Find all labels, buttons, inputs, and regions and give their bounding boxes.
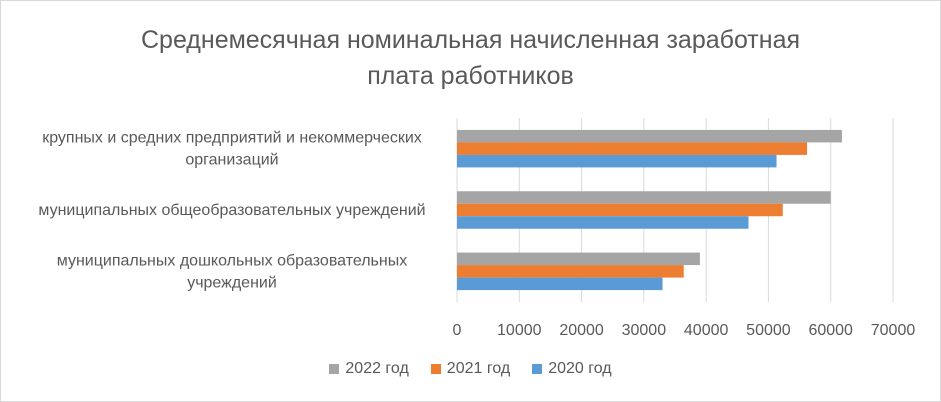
legend-label-0: 2022 год xyxy=(345,360,409,377)
bar-0-2 xyxy=(457,154,777,168)
chart-title-line-1: Среднемесячная номинальная начисленная з… xyxy=(140,26,801,54)
bar-2-1 xyxy=(457,265,684,278)
x-tick-label-7: 70000 xyxy=(871,322,916,339)
legend-item-1: 2021 год xyxy=(430,360,511,378)
chart-title: Среднемесячная номинальная начисленная з… xyxy=(0,22,941,94)
bar-0-1 xyxy=(457,142,808,155)
chart-legend: 2022 год 2021 год 2020 год xyxy=(0,360,941,378)
category-label-1-0: муниципальных общеобразовательных учрежд… xyxy=(38,202,425,219)
x-tick-label-4: 40000 xyxy=(684,322,729,339)
bar-1-0 xyxy=(457,191,831,204)
x-tick-label-5: 50000 xyxy=(746,322,791,339)
category-label-0-0: крупных и средних предприятий и некоммер… xyxy=(42,130,422,147)
bar-1-1 xyxy=(457,203,783,217)
legend-swatch-2 xyxy=(532,364,543,374)
x-tick-label-0: 0 xyxy=(453,322,462,339)
bar-1-2 xyxy=(457,216,749,229)
x-tick-label-1: 10000 xyxy=(497,322,542,339)
chart-title-line-2: плата работников xyxy=(367,62,574,90)
category-label-2-0: муниципальных дошкольных образовательных xyxy=(57,252,407,269)
bar-0-0 xyxy=(457,129,842,143)
category-label-0-1: организаций xyxy=(185,152,278,169)
x-tick-label-3: 30000 xyxy=(622,322,667,339)
legend-label-1: 2021 год xyxy=(446,360,511,377)
x-tick-label-6: 60000 xyxy=(808,322,853,339)
bar-2-2 xyxy=(457,277,663,291)
x-tick-label-2: 20000 xyxy=(559,322,604,339)
legend-swatch-1 xyxy=(430,364,441,374)
legend-item-0: 2022 год xyxy=(329,360,409,378)
legend-label-2: 2020 год xyxy=(548,360,612,377)
bar-2-0 xyxy=(457,252,700,266)
legend-item-2: 2020 год xyxy=(532,360,612,378)
legend-swatch-0 xyxy=(329,364,340,374)
category-label-2-1: учреждений xyxy=(187,274,277,291)
